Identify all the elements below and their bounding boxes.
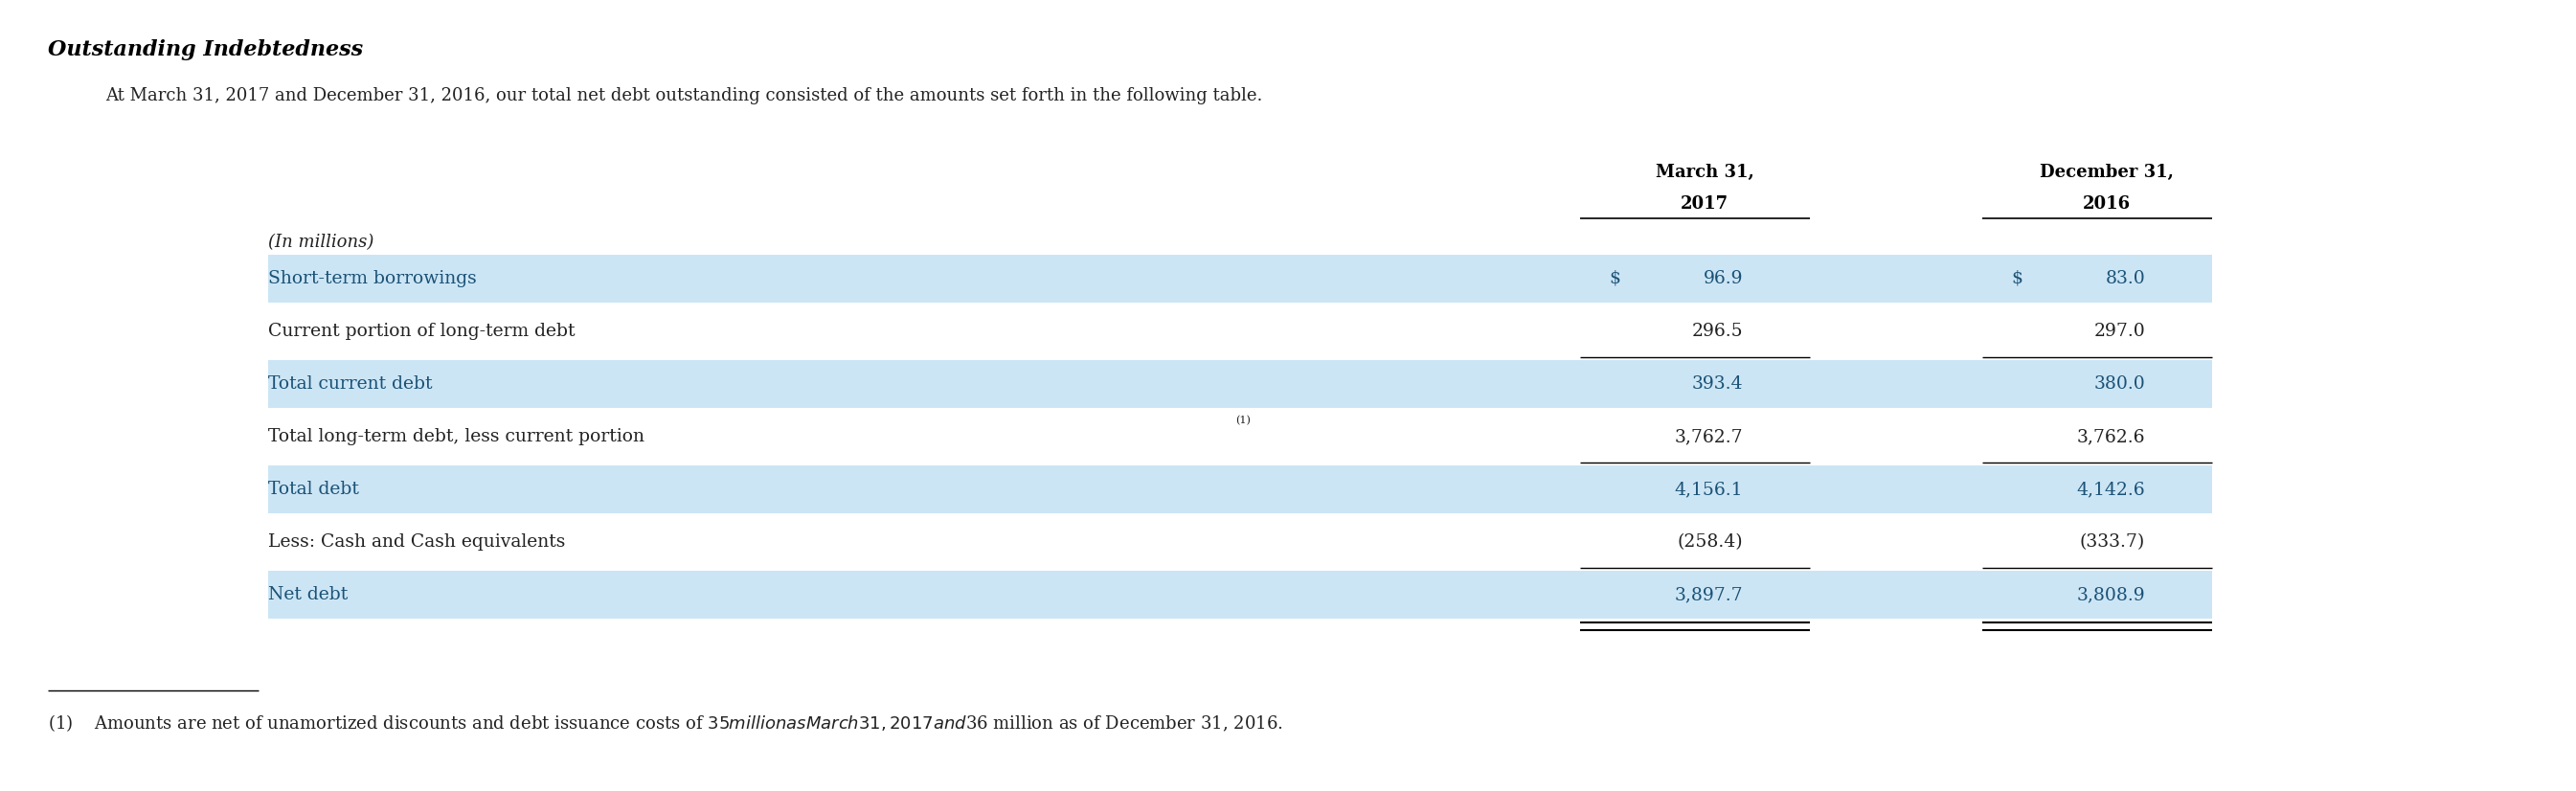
Text: 3,808.9: 3,808.9 — [2076, 586, 2146, 604]
Text: (1): (1) — [1236, 415, 1249, 426]
Bar — [268, 571, 2213, 619]
Text: Current portion of long-term debt: Current portion of long-term debt — [268, 323, 574, 340]
Bar — [268, 360, 2213, 408]
Text: (258.4): (258.4) — [1677, 533, 1744, 551]
Text: Outstanding Indebtedness: Outstanding Indebtedness — [49, 40, 363, 60]
Bar — [268, 518, 2213, 566]
Text: 4,156.1: 4,156.1 — [1674, 481, 1744, 498]
Text: 380.0: 380.0 — [2094, 376, 2146, 392]
Bar — [268, 255, 2213, 303]
Text: Short-term borrowings: Short-term borrowings — [268, 270, 477, 287]
Text: 83.0: 83.0 — [2105, 270, 2146, 287]
Text: Total long-term debt, less current portion: Total long-term debt, less current porti… — [268, 428, 644, 445]
Text: Total current debt: Total current debt — [268, 376, 433, 392]
Text: (1)    Amounts are net of unamortized discounts and debt issuance costs of $35 m: (1) Amounts are net of unamortized disco… — [49, 713, 1283, 733]
Text: 3,762.7: 3,762.7 — [1674, 428, 1744, 445]
Text: 3,897.7: 3,897.7 — [1674, 586, 1744, 604]
Text: 96.9: 96.9 — [1703, 270, 1744, 287]
Text: 393.4: 393.4 — [1692, 376, 1744, 392]
Text: Net debt: Net debt — [268, 586, 348, 604]
Text: Less: Cash and Cash equivalents: Less: Cash and Cash equivalents — [268, 533, 564, 551]
Text: 2017: 2017 — [1680, 195, 1728, 213]
Text: (In millions): (In millions) — [268, 233, 374, 251]
Text: March 31,: March 31, — [1656, 164, 1754, 181]
Text: 2016: 2016 — [2084, 195, 2130, 213]
Bar — [268, 413, 2213, 460]
Text: Total debt: Total debt — [268, 481, 358, 498]
Text: December 31,: December 31, — [2040, 164, 2174, 181]
Text: (333.7): (333.7) — [2079, 533, 2146, 551]
Text: 4,142.6: 4,142.6 — [2076, 481, 2146, 498]
Text: 297.0: 297.0 — [2094, 323, 2146, 340]
Text: At March 31, 2017 and December 31, 2016, our total net debt outstanding consiste: At March 31, 2017 and December 31, 2016,… — [106, 87, 1262, 104]
Text: 3,762.6: 3,762.6 — [2076, 428, 2146, 445]
Text: $: $ — [2012, 270, 2022, 287]
Text: $: $ — [1610, 270, 1620, 287]
Text: 296.5: 296.5 — [1692, 323, 1744, 340]
Bar — [268, 465, 2213, 513]
Bar — [268, 308, 2213, 355]
